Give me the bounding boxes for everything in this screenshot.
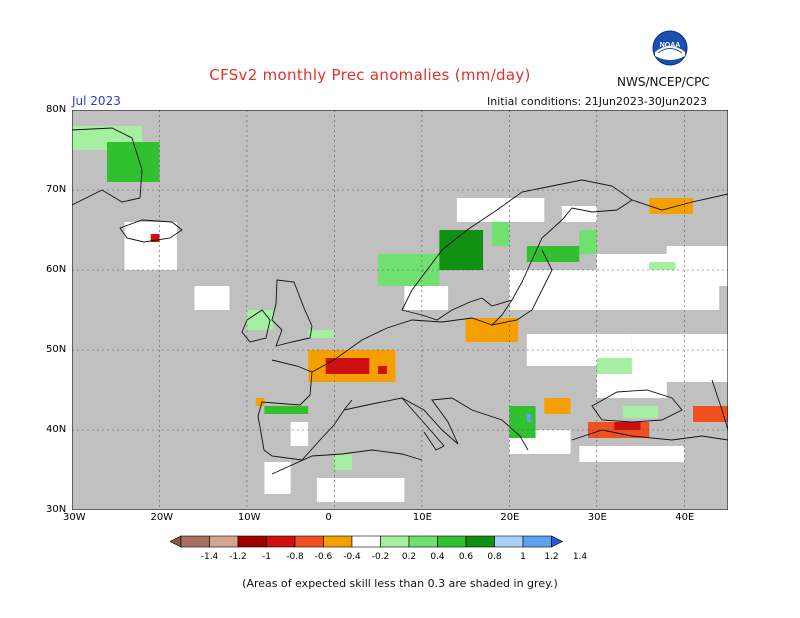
anomaly-cell [614,422,641,430]
anomaly-cell [693,406,728,422]
neutral-cell [404,286,449,310]
lon-tick-label: 20W [150,512,174,523]
colorbar-tick-label: -0.4 [343,552,361,562]
colorbar-labels: -1.4 -1.2 -1 -0.8 -0.6 -0.4 -0.2 0.2 0.4 0.6 0.8 1 1… [201,552,588,562]
lon-tick-label: 10E [412,512,432,523]
gridlines [72,110,728,510]
colorbar-box [408,535,438,548]
colorbar-tick-label: -0.2 [372,552,390,562]
anomaly-cell [106,142,160,182]
colorbar-box [323,535,353,548]
colorbar-tick-label: 1.2 [544,552,558,562]
colorbar-boxes [170,535,564,548]
lat-tick-label: 80N [46,104,67,115]
anomaly-cell [325,358,370,374]
colorbar-tick-label: -1 [262,552,271,562]
agency-label: NWS/NCEP/CPC [617,75,710,89]
neutral-cell [316,478,405,502]
skill-footnote: (Areas of expected skill less than 0.3 a… [242,577,558,590]
neutral-cell [509,270,597,310]
colorbar-tick-label: 0.6 [459,552,474,562]
colorbar-box [522,535,552,548]
anomaly-cell [544,398,571,414]
anomaly-cell [334,454,352,470]
neutral-cell [631,334,728,382]
lon-tick-label: 30E [587,512,607,523]
lon-tick-label: 40E [675,512,695,523]
anomaly-cell [526,414,532,422]
svg-text:NOAA: NOAA [660,42,681,49]
colorbar-box [294,535,324,548]
anomaly-cell [579,230,597,254]
lon-tick-label: 20E [500,512,520,523]
colorbar-tick-label: 0.2 [402,552,416,562]
anomaly-cell [264,406,309,414]
colorbar-box [465,535,495,548]
anomaly-cell [649,198,694,214]
anomaly-cell [255,398,265,406]
anomaly-cell [649,262,676,270]
anomaly-cell [378,366,387,374]
colorbar-box [180,535,210,548]
colorbar-tick-label: -0.8 [286,552,304,562]
anomaly-cell [439,230,484,270]
colorbar-box [266,535,296,548]
anomaly-cell [596,358,632,374]
colorbar-box [380,535,410,548]
map-title: CFSv2 monthly Prec anomalies (mm/day) [209,66,531,84]
anomaly-cell [526,246,580,262]
lat-tick-label: 60N [46,264,67,275]
colorbar-tick-label: -1.2 [229,552,247,562]
colorbar-tick-label: 0.4 [430,552,445,562]
colorbar: -1.4 -1.2 -1 -0.8 -0.6 -0.4 -0.2 0.2 0.4 0.6 0.8 1 1… [170,535,588,562]
colorbar-box [237,535,267,548]
colorbar-tick-label: -1.4 [201,552,219,562]
colorbar-tick-label: 1 [520,552,526,562]
neutral-cell [194,286,230,310]
lat-tick-label: 50N [46,344,67,355]
colorbar-tick-label: 0.8 [487,552,502,562]
anomaly-cells [72,126,728,502]
colorbar-arrow-right [551,535,564,548]
initial-conditions: Initial conditions: 21Jun2023-30Jun2023 [487,95,708,108]
lon-tick-label: 30W [63,512,86,523]
colorbar-tick-label: -0.6 [315,552,333,562]
neutral-cell [456,198,545,222]
noaa-logo: NOAA [652,30,688,66]
colorbar-box [351,535,381,548]
colorbar-box [437,535,467,548]
colorbar-tick-label: 1.4 [573,552,588,562]
neutral-cell [579,446,685,462]
neutral-cell [124,222,177,270]
anomaly-cell [246,310,274,330]
anomaly-cell [150,234,160,242]
neutral-cell [666,246,728,286]
anomaly-cell [308,330,335,338]
colorbar-arrow-left [170,535,182,548]
colorbar-box [494,535,524,548]
lon-tick-label: 0 [325,512,332,523]
lat-tick-label: 30N [46,504,67,515]
lon-tick-label: 10W [237,512,261,523]
lat-tick-label: 70N [46,184,67,195]
anomaly-map [72,110,728,510]
anomaly-cell [509,406,536,438]
forecast-month: Jul 2023 [72,94,121,108]
neutral-cell [290,422,309,446]
anomaly-cell [623,406,659,418]
neutral-cell [264,462,291,494]
anomaly-cell [491,222,510,246]
lat-tick-label: 40N [46,424,67,435]
colorbar-box [209,535,239,548]
